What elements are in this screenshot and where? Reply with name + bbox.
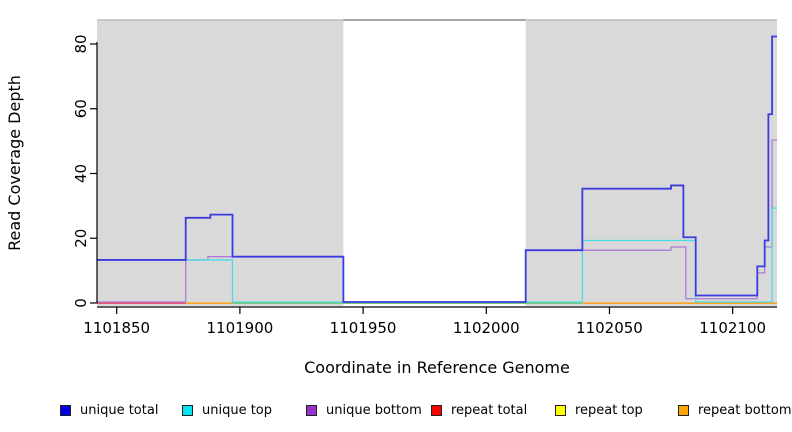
chart-legend: unique total unique top unique bottom repea…: [0, 398, 792, 422]
legend-label: unique top: [202, 402, 273, 418]
legend-label: unique total: [80, 402, 159, 418]
legend-item-repeat-total: repeat total: [431, 401, 527, 419]
legend-item-repeat-bottom: repeat bottom: [678, 401, 792, 419]
x-tick-label: 1102100: [699, 319, 766, 337]
legend-item-unique-total: unique total: [60, 401, 158, 419]
legend-label: repeat total: [451, 402, 528, 418]
y-tick-label: 60: [72, 99, 90, 118]
x-tick-label: 1101900: [206, 319, 273, 337]
x-axis-label: Coordinate in Reference Genome: [304, 358, 570, 377]
step-series-group: [97, 35, 777, 303]
shaded-region: [525, 20, 777, 306]
shaded-regions-group: [97, 20, 777, 306]
legend-swatch-repeat-top: [555, 404, 566, 416]
y-tick-label: 0: [72, 298, 90, 308]
legend-swatch-unique-bottom: [306, 404, 317, 416]
x-tick-label: 1102050: [576, 319, 643, 337]
legend-item-unique-bottom: unique bottom: [306, 401, 422, 419]
legend-swatch-unique-total: [60, 404, 71, 416]
shaded-region: [97, 20, 344, 306]
legend-item-unique-top: unique top: [182, 401, 272, 419]
legend-swatch-repeat-total: [431, 404, 442, 416]
series-path-unique-top: [97, 207, 777, 303]
legend-label: unique bottom: [326, 402, 422, 418]
x-tick-label: 1102000: [453, 319, 520, 337]
x-tick-label: 1101950: [330, 319, 397, 337]
legend-swatch-unique-top: [182, 404, 193, 416]
axes-group: 0 20 40 60 80 1101850 1101900 1101950 1102000 110…: [72, 34, 777, 337]
legend-swatch-repeat-bottom: [678, 404, 689, 416]
y-tick-label: 20: [72, 229, 90, 248]
x-tick-label: 1101850: [83, 319, 150, 337]
y-tick-label: 40: [72, 164, 90, 183]
series-path-unique-total: [97, 35, 777, 303]
legend-label: repeat bottom: [698, 402, 792, 418]
legend-label: repeat top: [575, 402, 643, 418]
y-axis-label: Read Coverage Depth: [5, 75, 24, 251]
legend-item-repeat-top: repeat top: [555, 401, 643, 419]
y-tick-label: 80: [72, 34, 90, 53]
